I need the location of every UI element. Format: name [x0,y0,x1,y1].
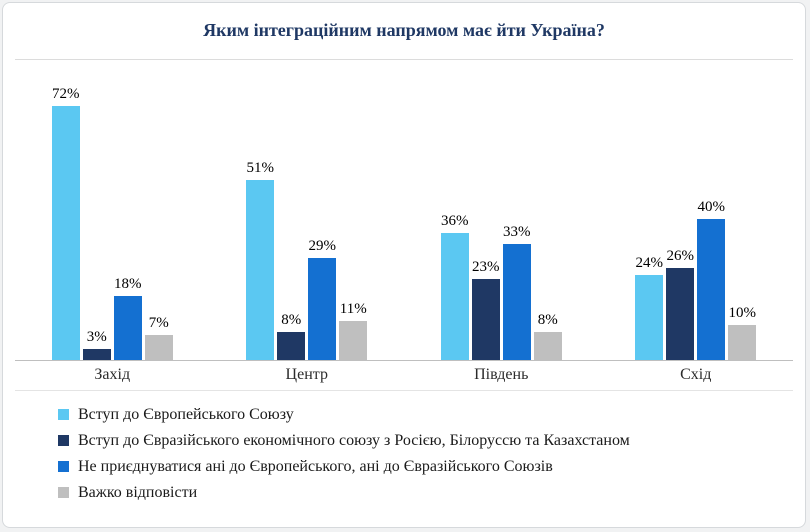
bar-groups: 72% 3% 18% 7% 51% 8% 29% 11% 36% 23% 33% 8% 24% 26% 40… [15,60,793,360]
bar-column: 33% [502,223,531,360]
bar [666,268,695,360]
bar [246,180,275,360]
bar [82,349,111,360]
bar-value-label: 3% [86,329,107,345]
category-label: Захід [94,366,131,383]
bar-value-label: 24% [635,255,664,271]
legend-label: Не приєднуватися ані до Європейського, а… [78,458,553,475]
category-label: Південь [474,366,529,383]
x-axis-labels: Захід Центр Південь Схід [15,361,793,391]
bar-value-label: 26% [666,248,695,264]
legend-swatch-icon [58,409,69,420]
legend-item: Не приєднуватися ані до Європейського, а… [58,457,785,476]
bar-value-label: 8% [281,312,302,328]
legend: Вступ до Європейського Союзу Вступ до Євр… [58,405,785,502]
bar-value-label: 8% [537,312,558,328]
bar [502,244,531,360]
bar [728,325,757,360]
bar-group-Схід: 24% 26% 40% 10% [599,198,794,360]
bar-column: 10% [728,304,757,360]
bar-column: 24% [635,254,664,360]
legend-label: Вступ до Європейського Союзу [78,406,294,423]
bar [697,219,726,360]
bar-column: 11% [339,300,368,360]
bar-column: 3% [82,328,111,360]
bar-column: 8% [277,311,306,360]
category-label: Центр [285,366,328,383]
bar-value-label: 40% [697,199,726,215]
bar-value-label: 23% [472,259,500,275]
bar-column: 8% [533,311,562,360]
bar-column: 18% [113,275,142,360]
bar [471,279,500,360]
bar [308,258,337,360]
legend-label: Вступ до Євразійського економічного союз… [78,432,630,449]
category-label: Схід [680,366,712,383]
bar-value-label: 51% [246,160,275,176]
bar [339,321,368,360]
plot-area: 72% 3% 18% 7% 51% 8% 29% 11% 36% 23% 33% 8% 24% 26% 40… [15,59,793,361]
bar-value-label: 72% [52,86,80,102]
bar-group-Центр: 51% 8% 29% 11% [210,159,405,360]
legend-item: Вступ до Євразійського економічного союз… [58,431,785,450]
bar-column: 36% [440,212,469,360]
bar-column: 51% [246,159,275,360]
bar [113,296,142,360]
bar [144,335,173,360]
bar-column: 23% [471,258,500,360]
legend-swatch-icon [58,435,69,446]
bar-column: 72% [51,85,80,360]
legend-item: Важко відповісти [58,483,785,502]
legend-label: Важко відповісти [78,484,198,501]
bar-column: 29% [308,237,337,360]
bar [440,233,469,360]
bar-value-label: 33% [503,224,531,240]
bar-value-label: 11% [339,301,367,317]
bar-value-label: 18% [114,276,142,292]
bar-group-Захід: 72% 3% 18% 7% [15,85,210,360]
bar-value-label: 36% [441,213,469,229]
chart-title: Яким інтеграційним напрямом має йти Укра… [203,20,605,40]
legend-swatch-icon [58,461,69,472]
bar-value-label: 10% [728,305,757,321]
bar [51,106,80,360]
bar-column: 7% [144,314,173,360]
bar-column: 40% [697,198,726,360]
bar [635,275,664,360]
bar-value-label: 7% [148,315,169,331]
legend-item: Вступ до Європейського Союзу [58,405,785,424]
legend-swatch-icon [58,487,69,498]
bar-value-label: 29% [308,238,337,254]
bar [533,332,562,360]
bar-group-Південь: 36% 23% 33% 8% [404,212,599,360]
bar-column: 26% [666,247,695,360]
bar [277,332,306,360]
